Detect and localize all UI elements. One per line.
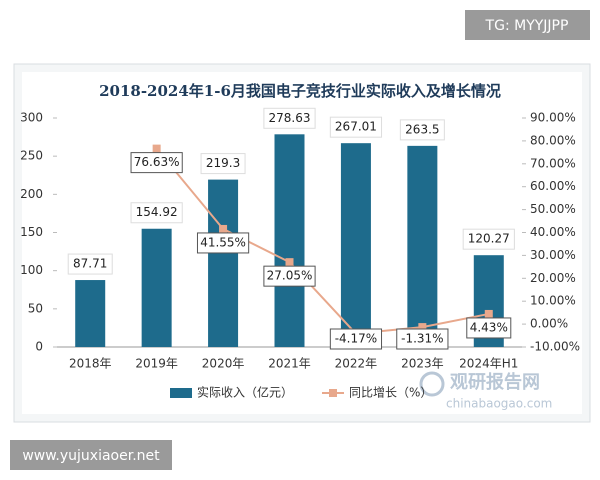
data-label-box [67, 253, 113, 275]
data-label: 76.63% [134, 155, 180, 169]
y-tick-label: 50 [28, 301, 43, 315]
line-marker [484, 309, 493, 318]
y2-tick-label: 10.00% [530, 294, 576, 308]
data-label: 154.92 [136, 205, 178, 219]
x-tick-label: 2022年 [335, 357, 378, 371]
data-label: 219.3 [206, 156, 240, 170]
y2-tick-label: 0.00% [530, 317, 568, 331]
y-tick-label: 100 [20, 263, 43, 277]
bar [407, 145, 438, 347]
watermark-box [10, 440, 172, 470]
data-label-box [130, 202, 183, 224]
y-tick-label: 250 [20, 149, 43, 163]
x-tick-label: 2018年 [69, 357, 112, 371]
data-label: -1.31% [401, 332, 443, 346]
y-tick-label: 0 [35, 340, 43, 354]
x-tick-label: 2019年 [135, 357, 178, 371]
data-label-box [196, 232, 250, 254]
data-label: 4.43% [470, 320, 508, 334]
data-label: 278.63 [269, 111, 311, 125]
data-label-box [130, 152, 183, 174]
legend-swatch [329, 389, 337, 397]
data-label-box [399, 119, 445, 141]
data-label: 120.27 [468, 232, 510, 246]
data-label: 27.05% [267, 269, 313, 283]
line-marker [219, 224, 228, 233]
chart-title: 2018-2024年1-6月我国电子竞技行业实际收入及增长情况 [99, 82, 501, 100]
line-marker [418, 323, 427, 332]
data-label: 263.5 [405, 122, 439, 136]
x-tick-label: 2024年H1 [459, 357, 518, 371]
legend-label: 同比增长（%） [349, 386, 432, 400]
y-tick-label: 200 [20, 187, 43, 201]
bar [274, 134, 305, 347]
y-tick-label: 300 [20, 111, 43, 125]
watermark-text: www.yujuxiaoer.net [22, 448, 160, 464]
y2-tick-label: 30.00% [530, 248, 576, 262]
bar [75, 280, 106, 347]
data-label-box [396, 328, 449, 350]
y2-tick-label: 80.00% [530, 133, 576, 147]
y-tick-label: 150 [20, 225, 43, 239]
line-marker [152, 144, 161, 153]
data-label-box [200, 153, 246, 175]
data-label-box [466, 317, 512, 339]
legend-label: 实际收入（亿元） [197, 385, 293, 400]
logo-url: chinabaogao.com [446, 397, 552, 411]
logo-text: 观研报告网 [450, 371, 540, 393]
legend-swatch [170, 388, 192, 398]
y2-tick-label: 40.00% [530, 225, 576, 239]
line-marker [285, 258, 294, 267]
data-label-box [329, 116, 383, 138]
watermark-text: TG: MYYJJPP [485, 18, 569, 34]
y2-tick-label: 60.00% [530, 179, 576, 193]
bar [141, 228, 172, 347]
x-tick-label: 2023年 [401, 357, 444, 371]
bar [340, 143, 371, 347]
watermark-box [465, 10, 590, 40]
x-tick-label: 2020年 [202, 357, 245, 371]
data-label: 41.55% [200, 235, 246, 249]
data-label: 87.71 [73, 257, 107, 271]
logo-icon [419, 371, 445, 397]
data-label-box [462, 228, 515, 250]
y2-tick-label: 20.00% [530, 271, 576, 285]
x-tick-label: 2021年 [268, 357, 311, 371]
y2-tick-label: -10.00% [530, 340, 580, 354]
line [155, 147, 489, 335]
bar [208, 179, 239, 347]
data-label: -4.17% [335, 332, 377, 346]
data-label-box [263, 107, 316, 129]
y2-tick-label: 70.00% [530, 156, 576, 170]
y2-tick-label: 50.00% [530, 202, 576, 216]
data-label-box [329, 328, 383, 350]
data-label-box [263, 265, 316, 287]
data-label: 267.01 [335, 120, 377, 134]
y2-tick-label: 90.00% [530, 111, 576, 125]
